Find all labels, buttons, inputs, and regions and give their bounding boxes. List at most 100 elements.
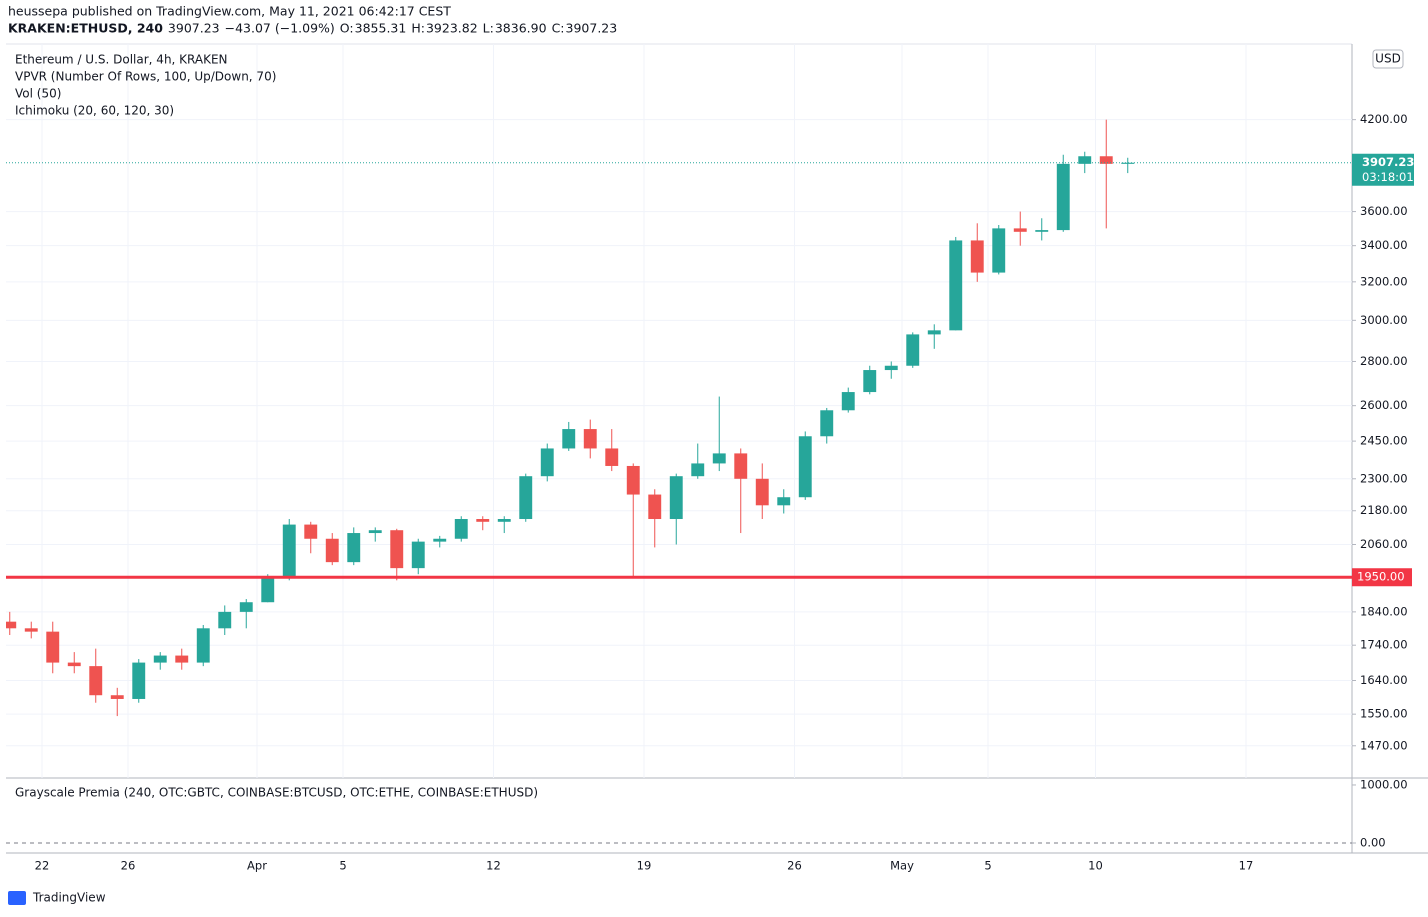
countdown: 03:18:01 xyxy=(1362,170,1414,184)
ohlc-key: L: xyxy=(483,21,494,36)
candle-body xyxy=(196,628,210,663)
candle-body xyxy=(110,695,124,699)
header-field: 3836.90 xyxy=(495,21,547,36)
candle-body xyxy=(583,429,597,449)
header-field: 3907.23 xyxy=(566,21,618,36)
footer[interactable]: TradingView xyxy=(32,891,106,905)
candle-body xyxy=(777,497,791,506)
candle-body xyxy=(1035,230,1049,232)
candle-body xyxy=(648,494,662,520)
y-tick-label: 2600.00 xyxy=(1360,398,1408,412)
x-tick-label: 26 xyxy=(787,859,802,873)
x-tick-label: 17 xyxy=(1239,859,1254,873)
candle-body xyxy=(347,533,361,563)
candle-body xyxy=(282,524,296,578)
y-tick-label: 1470.00 xyxy=(1360,738,1408,752)
y-tick-label: 1640.00 xyxy=(1360,673,1408,687)
y-tick-label: 1550.00 xyxy=(1360,707,1408,721)
indicator-title: Grayscale Premia (240, OTC:GBTC, COINBAS… xyxy=(15,786,538,800)
x-tick-label: 12 xyxy=(486,859,501,873)
header-field: 3923.82 xyxy=(426,21,478,36)
x-tick-label: May xyxy=(890,859,914,873)
candle-body xyxy=(519,476,533,520)
x-tick-label: 22 xyxy=(35,859,50,873)
candle-body xyxy=(433,538,447,542)
candle-body xyxy=(153,655,167,663)
y-tick-label: 2180.00 xyxy=(1360,503,1408,517)
candle-body xyxy=(906,334,920,366)
candle-body xyxy=(368,530,382,534)
candle-body xyxy=(304,524,318,539)
candle-body xyxy=(841,392,855,411)
candle-body xyxy=(497,519,511,522)
legend-line: Vol (50) xyxy=(15,87,61,101)
candle-body xyxy=(476,519,490,522)
candle-body xyxy=(863,370,877,393)
header-field: −43.07 (−1.09%) xyxy=(225,21,335,36)
candle-body xyxy=(411,541,425,569)
candle-body xyxy=(218,611,232,629)
y-tick-label: 1840.00 xyxy=(1360,604,1408,618)
hline-label: 1950.00 xyxy=(1357,570,1405,584)
candle-body xyxy=(884,365,898,371)
y-tick-label: 2800.00 xyxy=(1360,354,1408,368)
y-tick-label: 2300.00 xyxy=(1360,471,1408,485)
y-tick-label: 1740.00 xyxy=(1360,638,1408,652)
y-tick-label: 3000.00 xyxy=(1360,313,1408,327)
candle-body xyxy=(691,463,705,477)
ohlc-key: C: xyxy=(552,21,565,36)
candle-body xyxy=(992,228,1006,273)
candle-body xyxy=(132,662,146,699)
ohlc-key: O: xyxy=(340,21,354,36)
y-tick-label: 3600.00 xyxy=(1360,204,1408,218)
header-field: 3855.31 xyxy=(355,21,407,36)
legend-line: VPVR (Number Of Rows, 100, Up/Down, 70) xyxy=(15,70,276,84)
y-tick-label: 4200.00 xyxy=(1360,112,1408,126)
candle-body xyxy=(325,538,339,563)
candle-body xyxy=(24,628,38,632)
candle-body xyxy=(798,436,812,498)
y-tick-label: 3400.00 xyxy=(1360,238,1408,252)
candle-body xyxy=(1099,156,1113,164)
publisher: heussepa published on TradingView.com, M… xyxy=(8,4,451,19)
y-tick-label: 3200.00 xyxy=(1360,274,1408,288)
indicator-tick-label: 1000.00 xyxy=(1360,777,1408,791)
candle-body xyxy=(239,602,253,612)
indicator-tick-label: 0.00 xyxy=(1360,836,1386,850)
candle-body xyxy=(970,240,984,273)
y-tick-label: 2450.00 xyxy=(1360,434,1408,448)
candle-body xyxy=(89,666,103,696)
ohlc-key: H: xyxy=(411,21,425,36)
header-field: KRAKEN:ETHUSD, 240 xyxy=(8,21,163,36)
legend-line: Ichimoku (20, 60, 120, 30) xyxy=(15,104,174,118)
x-tick-label: 5 xyxy=(984,859,991,873)
candle-body xyxy=(562,429,576,449)
candle-body xyxy=(454,519,468,539)
x-tick-label: 10 xyxy=(1088,859,1103,873)
price-pane xyxy=(6,44,1352,778)
candle-body xyxy=(605,448,619,466)
candle-body xyxy=(1013,228,1027,232)
candle-body xyxy=(1121,162,1135,164)
legend-line: Ethereum / U.S. Dollar, 4h, KRAKEN xyxy=(15,53,228,67)
candle-body xyxy=(1056,163,1070,231)
x-tick-label: Apr xyxy=(247,859,267,873)
candle-body xyxy=(755,478,769,506)
candle-body xyxy=(927,330,941,335)
candle-body xyxy=(949,240,963,331)
candle-body xyxy=(1078,156,1092,164)
currency[interactable]: USD xyxy=(1375,52,1401,66)
logo[interactable] xyxy=(8,891,26,905)
currency-button[interactable] xyxy=(1372,49,1404,69)
candle-body xyxy=(626,465,640,495)
candle-body xyxy=(261,577,275,603)
last-price-label: 3907.23 xyxy=(1362,155,1414,169)
candle-body xyxy=(46,631,60,663)
x-tick-label: 5 xyxy=(339,859,346,873)
candle-body xyxy=(540,448,554,477)
x-tick-label: 19 xyxy=(637,859,652,873)
last-price-bg xyxy=(1352,153,1414,186)
candle-body xyxy=(820,410,834,437)
header-field: 3907.23 xyxy=(168,21,220,36)
